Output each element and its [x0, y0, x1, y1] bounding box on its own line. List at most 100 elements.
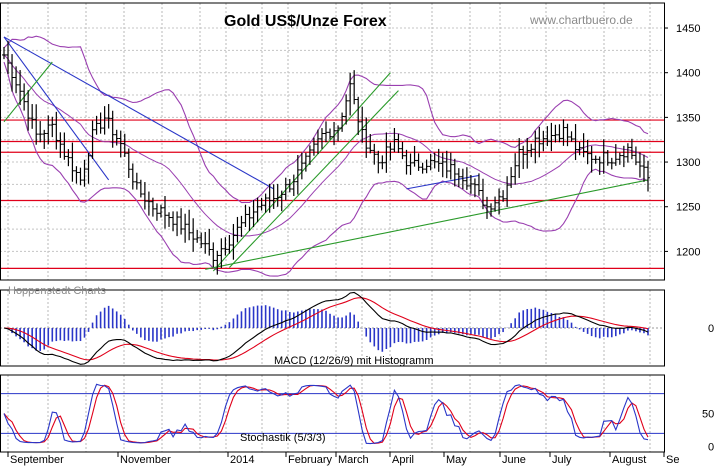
bollinger-upper [3, 35, 649, 204]
price-bar [130, 163, 135, 190]
panel-frame [0, 289, 665, 367]
price-bar [10, 54, 15, 92]
x-tick-label: June [502, 454, 526, 466]
price-bar [187, 209, 192, 241]
price-bar [440, 152, 445, 178]
stochastic-panel [0, 383, 664, 445]
price-bar [613, 144, 618, 166]
price-bar [521, 145, 526, 170]
price-bar [432, 152, 437, 169]
price-bar [46, 115, 51, 145]
price-bar [348, 72, 353, 116]
price-bar [585, 139, 590, 165]
y-tick-label: 1300 [676, 157, 700, 169]
price-bar [404, 149, 409, 175]
price-bar [183, 213, 188, 243]
price-bar [94, 115, 99, 135]
price-bar [396, 133, 401, 153]
y-tick-label: 1200 [676, 246, 700, 258]
price-bar [70, 142, 75, 182]
price-bar [271, 184, 276, 209]
x-tick-label: September [10, 454, 64, 466]
price-bar [227, 234, 232, 254]
price-bar [38, 121, 43, 143]
price-bar [392, 127, 397, 153]
price-bar [122, 133, 127, 157]
price-bar [545, 126, 550, 147]
price-bar [444, 150, 449, 179]
price-bar [497, 188, 502, 215]
price-bar [621, 145, 626, 168]
price-bar [336, 125, 341, 142]
price-bar [146, 191, 151, 216]
price-bar [191, 218, 196, 252]
price-bar [283, 177, 288, 201]
price-bar [460, 168, 465, 190]
y-tick-label: 1350 [676, 112, 700, 124]
price-bar [255, 197, 260, 223]
price-bar [509, 167, 514, 188]
panel-frame [0, 2, 665, 281]
price-bar [480, 178, 485, 210]
price-bar [372, 143, 377, 165]
price-bar [388, 142, 393, 161]
price-bar [50, 116, 55, 138]
support-resistance-lines [0, 119, 664, 269]
price-bar [537, 126, 542, 158]
long-term-uptrend [205, 179, 649, 270]
price-bar [239, 215, 244, 237]
price-bar [251, 199, 256, 228]
price-bar [517, 138, 522, 178]
price-bar [287, 178, 292, 193]
price-bar [360, 106, 365, 143]
price-bar [641, 154, 646, 182]
price-bar [464, 167, 469, 190]
price-bar [86, 152, 91, 184]
price-bar [14, 66, 19, 94]
price-bar [384, 132, 389, 173]
price-bar [22, 83, 27, 111]
price-bar [376, 150, 381, 174]
price-bar [637, 152, 642, 178]
price-bar [315, 129, 320, 154]
price-bar [207, 228, 212, 256]
price-bar [154, 203, 159, 221]
price-bar [565, 123, 570, 147]
price-bar [167, 212, 172, 227]
price-bar [235, 216, 240, 243]
x-tick-label: February [288, 454, 333, 466]
price-bar [356, 96, 361, 135]
price-bar [436, 148, 441, 172]
macd-line [3, 291, 649, 365]
price-bar [646, 160, 650, 192]
price-bar [601, 139, 606, 174]
price-bar [30, 104, 35, 129]
price-bar [324, 121, 328, 143]
x-tick-label: April [392, 454, 414, 466]
price-bar [78, 167, 83, 186]
price-bar [6, 41, 11, 74]
price-bar [142, 182, 147, 210]
price-bar [525, 137, 530, 169]
price-bar [279, 190, 284, 212]
price-bar [307, 145, 312, 165]
price-bar [428, 153, 433, 171]
trend-line-down [3, 36, 274, 190]
price-bar [412, 145, 417, 167]
price-bar [577, 141, 582, 156]
price-bar [456, 168, 461, 188]
price-bar [303, 152, 308, 172]
price-bar [505, 176, 510, 208]
price-bar [625, 143, 630, 163]
price-bar [175, 211, 180, 237]
price-bar [126, 148, 131, 179]
price-bar [452, 158, 457, 187]
stochastic-tick-label: 50 [702, 409, 714, 421]
chart-title: Gold US$/Unze Forex [224, 13, 387, 30]
macd-signal-line [3, 297, 649, 361]
bollinger-lower [3, 61, 649, 277]
price-bar [597, 156, 602, 175]
price-bar [328, 128, 333, 140]
price-bar [114, 129, 119, 146]
